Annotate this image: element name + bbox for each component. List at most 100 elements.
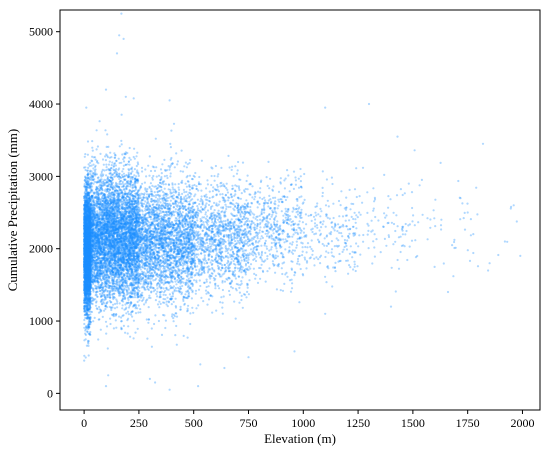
data-point <box>87 163 90 166</box>
data-point <box>89 220 92 223</box>
data-point <box>88 248 91 251</box>
data-point <box>87 218 90 221</box>
data-point <box>88 263 91 266</box>
data-point <box>83 280 86 283</box>
data-point <box>84 276 87 279</box>
data-point <box>85 260 88 263</box>
data-point <box>86 257 90 260</box>
data-point <box>86 256 89 260</box>
data-point <box>85 233 88 236</box>
data-point <box>83 234 87 237</box>
data-point <box>84 279 87 282</box>
data-point <box>86 269 89 272</box>
data-point <box>84 283 87 286</box>
data-point <box>85 326 88 329</box>
data-point <box>83 264 86 267</box>
data-point <box>83 245 86 248</box>
data-point <box>87 261 90 264</box>
data-point <box>86 267 89 270</box>
data-point <box>88 243 91 246</box>
data-point <box>86 265 89 268</box>
data-point <box>85 269 88 272</box>
data-point <box>85 226 88 229</box>
data-point <box>88 242 91 246</box>
data-point <box>86 194 89 197</box>
data-point <box>84 231 87 234</box>
data-point <box>121 304 124 307</box>
data-point <box>89 277 92 280</box>
data-point <box>87 225 90 228</box>
data-point <box>84 275 87 278</box>
data-point <box>86 245 89 249</box>
data-point <box>84 241 87 244</box>
data-point <box>83 307 86 310</box>
data-point <box>85 233 88 236</box>
data-point <box>85 234 88 237</box>
data-point <box>87 245 90 249</box>
data-point <box>83 269 86 273</box>
data-point <box>89 223 92 227</box>
data-point <box>84 275 87 278</box>
data-point <box>84 277 87 280</box>
data-point <box>86 263 89 266</box>
data-point <box>87 257 90 260</box>
data-point <box>88 217 91 220</box>
data-point <box>86 284 89 287</box>
data-point <box>83 228 86 232</box>
data-point <box>87 354 90 357</box>
data-point <box>89 257 92 260</box>
data-point <box>87 286 90 289</box>
data-point <box>85 306 88 309</box>
data-point <box>86 213 89 216</box>
data-point <box>86 153 89 156</box>
data-point <box>86 222 90 225</box>
data-point <box>87 302 91 305</box>
data-point <box>84 278 87 281</box>
data-point <box>83 241 86 244</box>
data-point <box>87 257 90 260</box>
data-point <box>134 312 138 315</box>
data-point <box>85 200 88 203</box>
data-point <box>85 213 88 217</box>
data-point <box>88 297 91 300</box>
data-point <box>83 326 86 329</box>
data-point <box>84 217 87 220</box>
data-point <box>88 240 91 243</box>
data-point <box>86 278 89 281</box>
data-point <box>88 283 91 286</box>
data-point <box>86 263 89 266</box>
data-point <box>88 259 91 262</box>
data-point <box>88 226 91 229</box>
data-point <box>88 299 91 302</box>
data-point <box>85 227 88 230</box>
data-point <box>86 275 89 278</box>
data-point <box>88 238 91 241</box>
data-point <box>84 256 88 259</box>
data-point <box>85 262 88 265</box>
data-point <box>86 268 90 271</box>
data-point <box>84 178 87 181</box>
data-point <box>88 194 91 198</box>
data-point <box>85 214 88 217</box>
data-point <box>86 216 90 219</box>
data-point <box>87 294 91 297</box>
data-point <box>85 231 88 234</box>
data-point <box>85 274 88 277</box>
data-point <box>89 330 92 334</box>
data-point <box>86 284 90 287</box>
data-point <box>85 252 88 255</box>
data-point <box>86 140 90 143</box>
data-point <box>84 282 87 285</box>
data-point <box>85 251 88 255</box>
data-point <box>87 274 90 277</box>
data-point <box>101 158 105 161</box>
data-point <box>87 240 90 243</box>
data-point <box>83 266 86 270</box>
data-point <box>83 258 86 261</box>
data-point <box>120 113 123 116</box>
data-point <box>128 156 131 159</box>
data-point <box>83 215 86 218</box>
data-point <box>84 278 87 281</box>
data-point <box>88 278 91 281</box>
